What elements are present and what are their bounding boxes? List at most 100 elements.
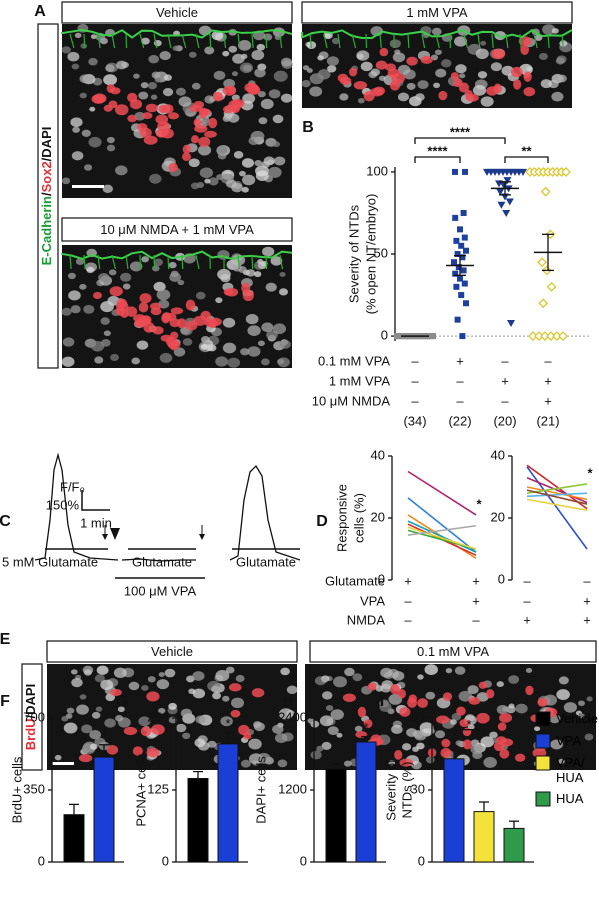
dot bbox=[452, 270, 459, 277]
label-box bbox=[61, 1, 293, 24]
nucleus bbox=[472, 85, 487, 96]
membrane bbox=[111, 33, 116, 49]
nucleus bbox=[138, 716, 151, 727]
nucleus bbox=[496, 681, 504, 688]
sig-label: * bbox=[466, 717, 471, 732]
nucleus bbox=[120, 272, 132, 282]
nucleus bbox=[273, 70, 288, 82]
nucleus bbox=[94, 356, 104, 364]
dot bbox=[537, 257, 547, 268]
nucleus bbox=[197, 144, 212, 156]
nucleus bbox=[156, 289, 171, 301]
nucleus bbox=[102, 184, 114, 194]
nucleus bbox=[105, 64, 115, 73]
nucleus-red bbox=[194, 124, 208, 133]
nucleus bbox=[159, 51, 171, 61]
bar bbox=[473, 811, 495, 863]
nucleus bbox=[331, 37, 340, 45]
nucleus-red bbox=[440, 747, 452, 758]
nucleus bbox=[272, 141, 281, 148]
nucleus-red bbox=[532, 747, 547, 758]
nucleus-red bbox=[468, 697, 481, 705]
nucleus bbox=[180, 708, 193, 718]
nucleus bbox=[501, 65, 515, 76]
y-tick-label: 60 bbox=[411, 709, 425, 724]
nucleus bbox=[173, 347, 186, 357]
nucleus bbox=[508, 675, 520, 684]
nucleus bbox=[277, 759, 288, 768]
nucleus bbox=[199, 167, 214, 179]
nucleus bbox=[141, 684, 149, 691]
nucleus bbox=[162, 87, 174, 97]
label-box bbox=[301, 1, 573, 24]
nucleus-red bbox=[397, 689, 406, 699]
nucleus bbox=[232, 53, 245, 64]
nucleus bbox=[134, 111, 146, 121]
membrane bbox=[237, 33, 241, 49]
nucleus-red bbox=[142, 112, 153, 120]
membrane bbox=[351, 33, 357, 49]
nucleus-red bbox=[185, 320, 198, 331]
dot bbox=[461, 234, 468, 241]
nucleus bbox=[151, 71, 161, 79]
stain-label: BrdU/DAPI bbox=[23, 684, 38, 750]
slope-line bbox=[407, 520, 477, 553]
nucleus bbox=[154, 77, 161, 83]
nucleus bbox=[489, 731, 498, 739]
membrane bbox=[209, 33, 212, 49]
nucleus bbox=[94, 674, 105, 683]
nucleus bbox=[211, 30, 224, 41]
dot bbox=[453, 283, 460, 290]
condition-sign: – bbox=[404, 593, 412, 608]
nucleus bbox=[81, 129, 91, 137]
legend-label: HUA bbox=[556, 791, 584, 806]
nucleus-red bbox=[441, 738, 451, 748]
condition-label: 10 μM NMDA bbox=[312, 393, 391, 408]
nucleus-red bbox=[243, 732, 252, 740]
membrane bbox=[69, 254, 72, 270]
count-label: (34) bbox=[403, 413, 426, 428]
nucleus bbox=[103, 74, 118, 86]
membrane bbox=[533, 33, 538, 49]
nucleus bbox=[339, 93, 349, 101]
nucleus bbox=[480, 96, 494, 107]
membrane bbox=[153, 33, 158, 49]
sig-label: ** bbox=[521, 143, 532, 158]
nucleus bbox=[175, 723, 187, 733]
nucleus bbox=[61, 46, 71, 54]
nucleus bbox=[584, 733, 594, 741]
membrane bbox=[301, 29, 573, 40]
image-label: Vehicle bbox=[151, 644, 193, 659]
nucleus bbox=[265, 282, 277, 292]
condition-sign: + bbox=[456, 353, 464, 368]
stain-part: / bbox=[39, 192, 54, 196]
sig-label: * bbox=[225, 716, 230, 731]
membrane bbox=[111, 254, 116, 270]
nucleus bbox=[434, 49, 442, 56]
panel-letter: D bbox=[316, 513, 328, 530]
image-label: 0.1 mM VPA bbox=[417, 644, 489, 659]
nucleus bbox=[542, 24, 556, 35]
nucleus bbox=[253, 721, 262, 728]
nucleus bbox=[380, 667, 393, 678]
y-axis-label: Severity of NTDs bbox=[346, 204, 361, 303]
nucleus bbox=[241, 186, 249, 193]
arrowhead bbox=[199, 534, 205, 540]
panel-letter: A bbox=[34, 3, 46, 20]
dot bbox=[497, 201, 506, 209]
arrowhead bbox=[102, 534, 108, 540]
y-tick-label: 1200 bbox=[278, 781, 307, 796]
nucleus bbox=[551, 91, 564, 102]
nucleus bbox=[538, 52, 548, 61]
nucleus-red bbox=[129, 99, 143, 110]
nucleus bbox=[435, 730, 446, 739]
nucleus bbox=[458, 73, 466, 79]
nucleus bbox=[75, 258, 85, 265]
nucleus bbox=[246, 269, 256, 277]
legend-swatch bbox=[535, 733, 551, 749]
membrane bbox=[181, 33, 187, 49]
nucleus-red bbox=[337, 73, 349, 83]
nucleus-red bbox=[357, 706, 367, 718]
nucleus bbox=[551, 28, 559, 34]
nucleus bbox=[149, 173, 162, 184]
